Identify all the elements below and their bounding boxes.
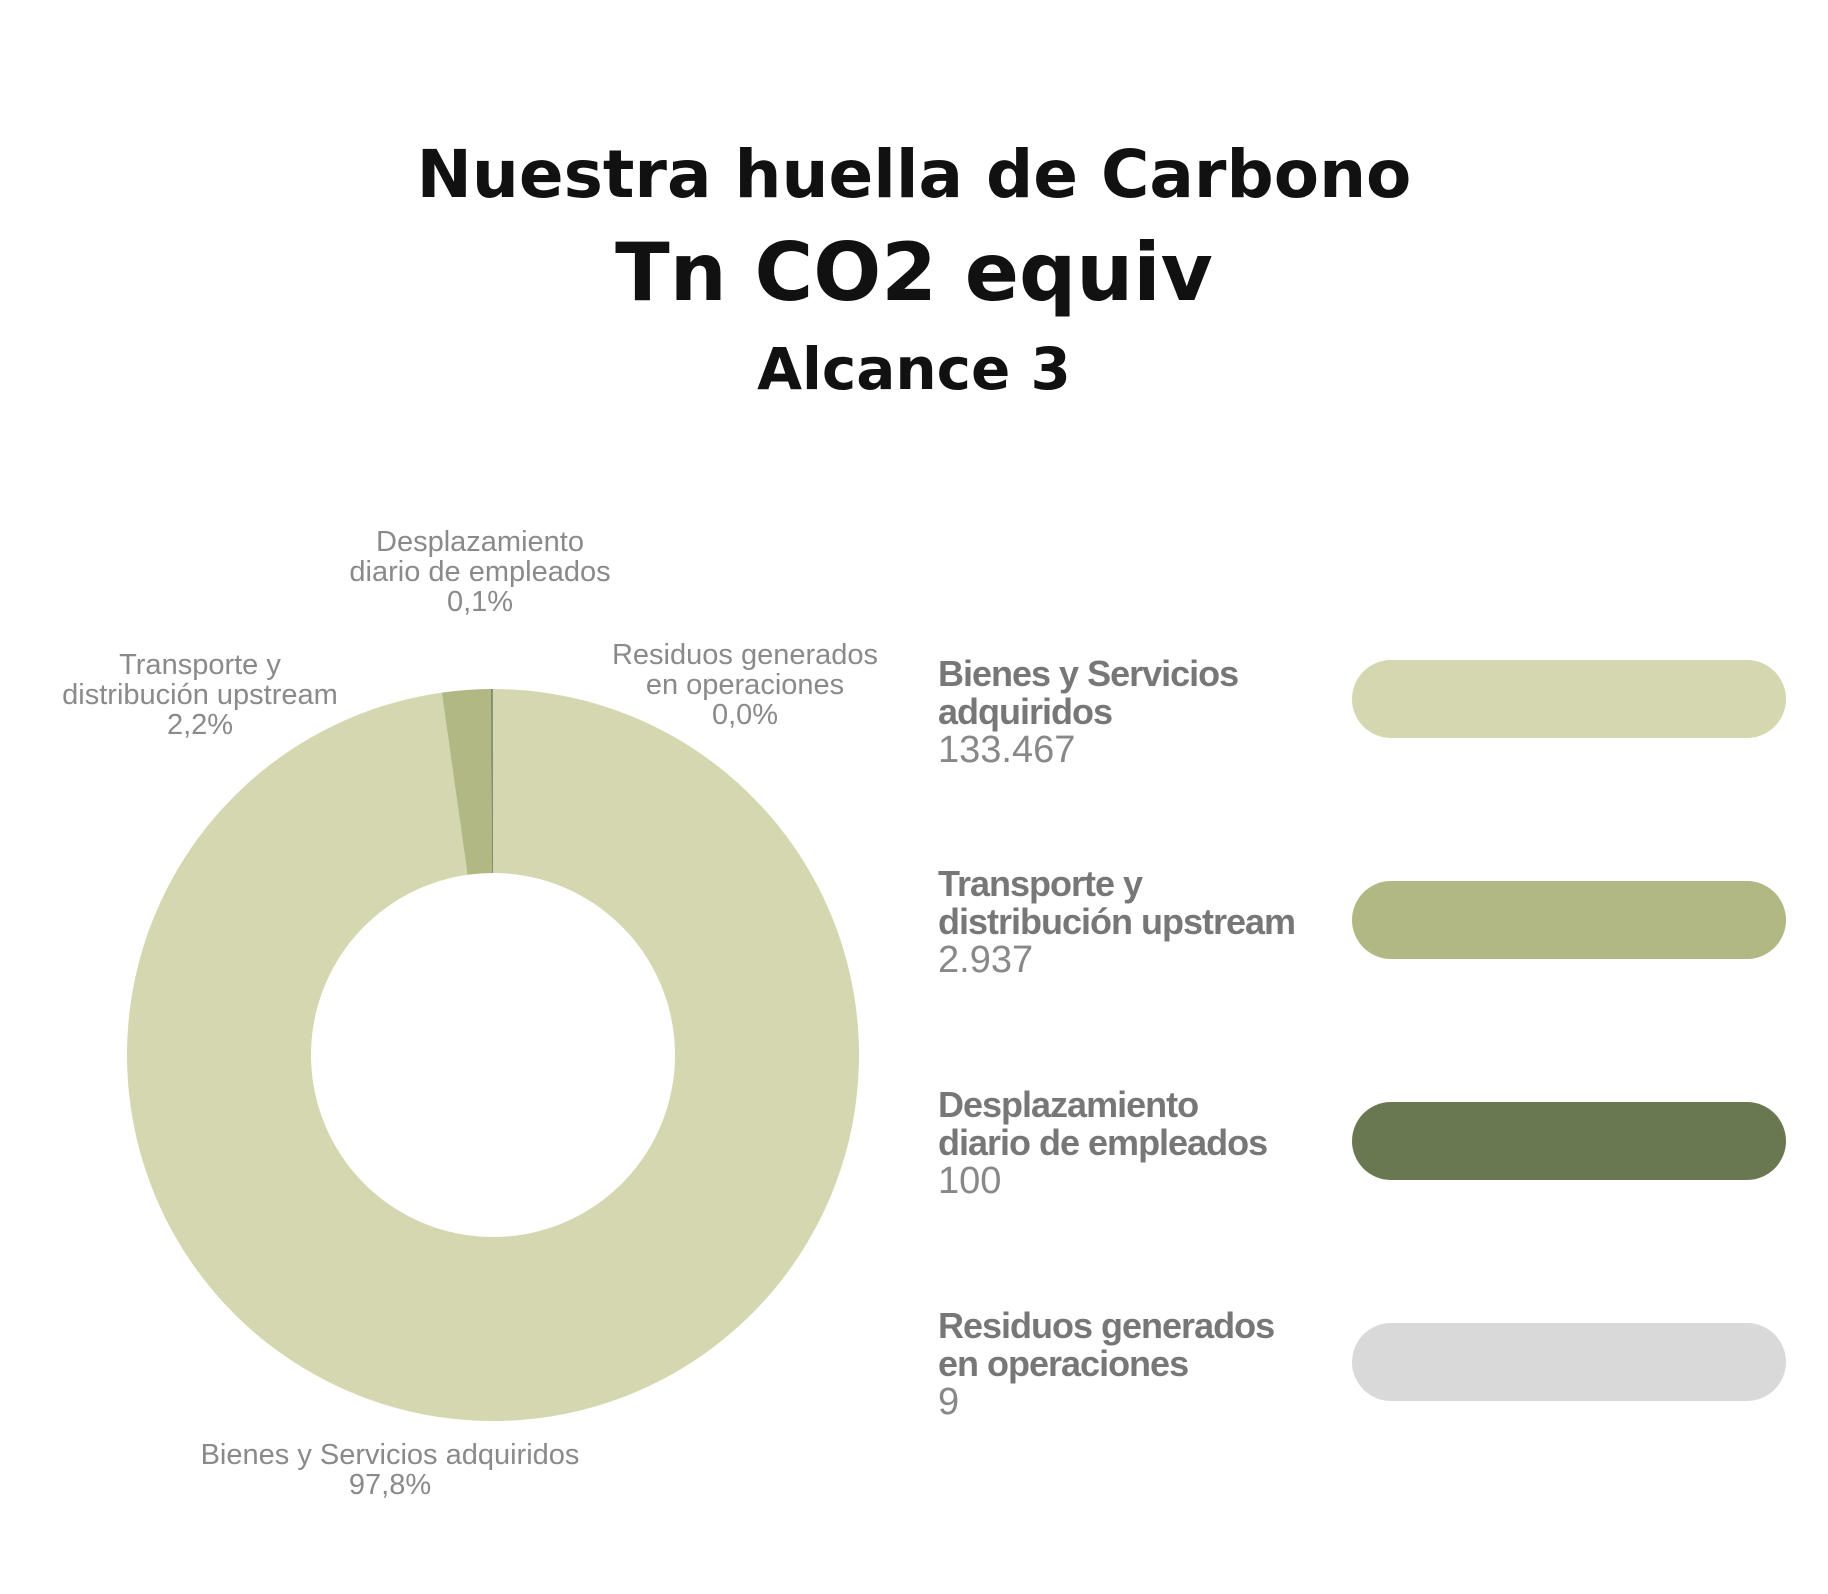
slice-label-name: Residuos generados — [611, 639, 878, 671]
legend-item-residuos: Residuos generados en operaciones 9 — [938, 1305, 1358, 1423]
donut-slice-2 — [441, 689, 493, 875]
legend-item-desplazamiento: Desplazamiento diario de empleados 100 — [938, 1084, 1358, 1202]
legend-name: Desplazamiento — [938, 1084, 1199, 1125]
legend-swatch-bienes — [1352, 660, 1786, 738]
slice-label-bienes: Bienes y Servicios adquiridos 97,8% — [190, 1440, 590, 1500]
slice-label-name: Transporte y — [119, 649, 281, 681]
legend-name: distribución upstream — [938, 901, 1296, 942]
legend-value: 2.937 — [938, 939, 1034, 981]
chart-subtitle-unit: Tn CO2 equiv — [615, 226, 1213, 319]
legend-value: 100 — [938, 1160, 1002, 1202]
slice-label-percent: 2,2% — [166, 709, 234, 741]
slice-label-residuos: Residuos generados en operaciones 0,0% — [600, 640, 890, 730]
slice-label-transporte: Transporte y distribución upstream 2,2% — [40, 650, 360, 740]
legend-name: Transporte y — [938, 863, 1143, 904]
slice-label-name: distribución upstream — [62, 679, 338, 711]
legend-value: 133.467 — [938, 729, 1076, 771]
donut-slice-3 — [491, 689, 493, 874]
slice-label-name: en operaciones — [645, 669, 845, 701]
chart-title: Nuestra huella de Carbono — [416, 136, 1412, 213]
chart-scope-label: Alcance 3 — [757, 335, 1071, 403]
donut-slice-1 — [126, 689, 859, 1421]
legend-swatch-transporte — [1352, 881, 1786, 959]
legend-swatch-desplazamiento — [1352, 1102, 1786, 1180]
donut-chart — [126, 689, 859, 1421]
slice-label-percent: 97,8% — [348, 1469, 432, 1501]
legend-value: 9 — [938, 1381, 960, 1423]
slice-label-percent: 0,0% — [711, 699, 779, 731]
slice-label-name: Bienes y Servicios adquiridos — [200, 1439, 580, 1471]
legend-item-bienes: Bienes y Servicios adquiridos 133.467 — [938, 653, 1358, 771]
legend-name: diario de empleados — [938, 1122, 1268, 1163]
slice-label-name: Desplazamiento — [376, 526, 584, 558]
legend-name: adquiridos — [938, 691, 1113, 732]
legend-name: Residuos generados — [938, 1305, 1275, 1346]
slice-label-name: diario de empleados — [349, 556, 611, 588]
legend-name: en operaciones — [938, 1343, 1189, 1384]
slice-label-desplazamiento: Desplazamiento diario de empleados 0,1% — [320, 527, 640, 617]
slice-label-percent: 0,1% — [446, 586, 514, 618]
legend-name: Bienes y Servicios — [938, 653, 1239, 694]
legend-swatch-residuos — [1352, 1323, 1786, 1401]
legend-item-transporte: Transporte y distribución upstream 2.937 — [938, 863, 1358, 981]
